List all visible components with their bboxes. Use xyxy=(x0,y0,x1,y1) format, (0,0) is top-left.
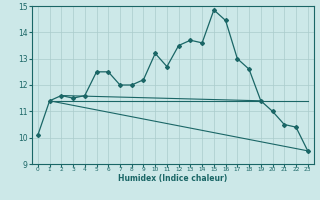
X-axis label: Humidex (Indice chaleur): Humidex (Indice chaleur) xyxy=(118,174,228,183)
